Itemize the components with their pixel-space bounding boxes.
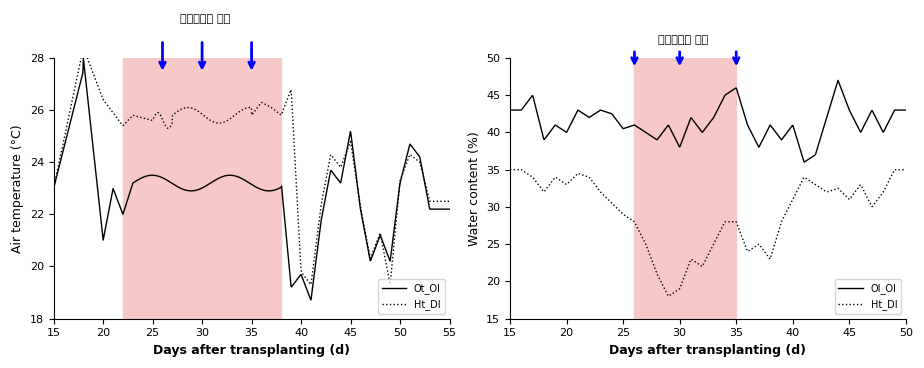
Legend: OI_OI, Ht_DI: OI_OI, Ht_DI: [834, 279, 901, 314]
Y-axis label: Water content (%): Water content (%): [468, 131, 480, 246]
X-axis label: Days after transplanting (d): Days after transplanting (d): [610, 344, 807, 357]
Bar: [123, 58, 281, 319]
Text: 생리활성제 처리: 생리활성제 처리: [658, 35, 709, 45]
Text: 생리활성제 처리: 생리활성제 처리: [180, 14, 230, 24]
Legend: Ot_OI, Ht_DI: Ot_OI, Ht_DI: [378, 279, 444, 314]
Bar: [635, 58, 736, 319]
Y-axis label: Air temperature (°C): Air temperature (°C): [11, 124, 24, 252]
X-axis label: Days after transplanting (d): Days after transplanting (d): [153, 344, 350, 357]
